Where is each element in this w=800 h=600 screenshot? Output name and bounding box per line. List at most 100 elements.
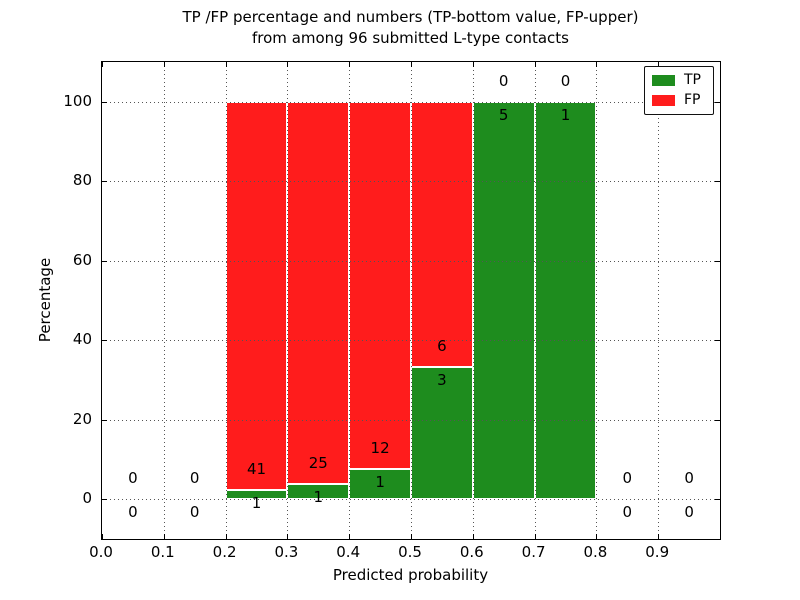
- plot-area: 0 0 0 0 41 1 25 1 12 1 6 3 0 5 0 1 0 0 0 0: [101, 61, 721, 540]
- y-tick-label: 0: [82, 489, 92, 508]
- y-tickmark: [102, 340, 107, 342]
- x-tick-label: 0.8: [583, 543, 608, 561]
- x-tick-label: 0.0: [89, 543, 113, 561]
- x-axis-label: Predicted probability: [332, 566, 489, 584]
- x-tickmark: [534, 534, 536, 539]
- gridline-vertical: [225, 62, 227, 539]
- x-tickmark-top: [287, 62, 289, 67]
- y-tickmark: [102, 499, 107, 501]
- tp-count-label: 0: [189, 503, 200, 522]
- x-tickmark-top: [534, 62, 536, 67]
- legend-label-fp: FP: [684, 92, 701, 108]
- tp-count-label: 1: [251, 493, 262, 512]
- fp-count-label: 0: [189, 469, 200, 488]
- fp-count-label: 0: [560, 71, 571, 90]
- tp-color-swatch: [652, 74, 675, 86]
- x-tickmark-top: [163, 62, 165, 67]
- x-tickmark: [411, 534, 412, 539]
- chart-title-line2: from among 96 submitted L-type contacts: [252, 29, 569, 47]
- tp-count-label: 0: [128, 503, 138, 522]
- x-tick-label: 0.5: [398, 543, 422, 561]
- bar-fp-segment: [349, 101, 411, 469]
- y-tick-label: 100: [63, 91, 92, 110]
- x-tickmark: [349, 534, 351, 539]
- legend: TP FP: [644, 66, 714, 115]
- bar-tp-segment: [534, 101, 597, 500]
- x-tickmark-top: [225, 62, 227, 67]
- y-tickmark-right: [715, 340, 720, 342]
- x-tick-label: 0.6: [459, 543, 484, 561]
- fp-count-label: 41: [246, 459, 267, 478]
- x-tickmark: [658, 534, 660, 539]
- gridline-vertical: [411, 62, 412, 539]
- gridline-horizontal: [102, 340, 720, 342]
- fp-count-label: 0: [684, 469, 694, 488]
- x-tickmark: [287, 534, 289, 539]
- bar-tp-segment: [472, 101, 535, 500]
- gridline-vertical: [658, 62, 660, 539]
- x-tick-label: 0.2: [212, 543, 237, 561]
- y-tick-label: 40: [72, 330, 92, 349]
- y-tickmark-right: [715, 260, 720, 262]
- legend-label-tp: TP: [684, 72, 701, 88]
- fp-count-label: 12: [370, 438, 390, 457]
- tp-count-label: 0: [622, 503, 633, 522]
- chart-title-line1: TP /FP percentage and numbers (TP-bottom…: [182, 8, 639, 26]
- gridline-vertical: [472, 62, 474, 539]
- gridline-horizontal: [102, 260, 720, 262]
- x-tickmark: [163, 534, 165, 539]
- chart-title: TP /FP percentage and numbers (TP-bottom…: [101, 7, 720, 49]
- x-tick-label: 0.4: [336, 543, 361, 561]
- x-tick-label: 0.1: [150, 543, 175, 561]
- y-tickmark-right: [715, 419, 720, 421]
- tp-count-label: 1: [560, 105, 571, 124]
- x-tick-label: 0.7: [521, 543, 546, 561]
- x-tickmark-top: [102, 62, 103, 67]
- x-tickmark: [225, 534, 227, 539]
- bar-tp-segment: [411, 366, 473, 500]
- gridline-vertical: [534, 62, 536, 539]
- x-tick-label: 0.3: [274, 543, 299, 561]
- y-tickmark: [102, 260, 107, 262]
- x-tickmark-top: [349, 62, 351, 67]
- y-tickmark: [102, 101, 107, 103]
- legend-entry-tp: TP: [652, 73, 706, 87]
- x-tickmark-top: [658, 62, 660, 67]
- y-tick-label: 80: [72, 171, 92, 190]
- x-tickmark: [472, 534, 474, 539]
- gridline-horizontal: [102, 499, 720, 501]
- fp-count-label: 0: [498, 71, 509, 90]
- gridline-vertical: [163, 62, 165, 539]
- bar-fp-segment: [287, 101, 350, 484]
- gridline-vertical: [596, 62, 598, 539]
- bar-tp-segment: [349, 468, 411, 500]
- tp-count-label: 1: [313, 487, 324, 506]
- x-tickmark-top: [472, 62, 474, 67]
- x-tickmark: [596, 534, 598, 539]
- fp-color-swatch: [652, 94, 675, 106]
- bar-fp-segment: [411, 101, 473, 367]
- x-tickmark-top: [596, 62, 598, 67]
- y-tickmark-right: [715, 101, 720, 103]
- gridline-vertical: [287, 62, 289, 539]
- tp-count-label: 0: [684, 503, 694, 522]
- y-tick-label: 20: [72, 409, 92, 428]
- fp-count-label: 0: [128, 469, 138, 488]
- y-tickmark: [102, 419, 107, 421]
- x-tickmark-top: [411, 62, 412, 67]
- fp-count-label: 0: [622, 469, 633, 488]
- tp-count-label: 5: [498, 105, 509, 124]
- x-tickmark: [102, 534, 103, 539]
- gridline-horizontal: [102, 419, 720, 421]
- fp-count-label: 6: [437, 336, 447, 355]
- gridline-horizontal: [102, 101, 720, 103]
- tp-count-label: 3: [437, 370, 447, 389]
- fp-count-label: 25: [308, 453, 328, 472]
- y-tickmark: [102, 181, 107, 183]
- y-tickmark-right: [715, 499, 720, 501]
- x-tick-label: 0.9: [645, 543, 670, 561]
- legend-entry-fp: FP: [652, 93, 706, 107]
- tp-count-label: 1: [375, 472, 385, 491]
- bar-fp-segment: [225, 101, 288, 490]
